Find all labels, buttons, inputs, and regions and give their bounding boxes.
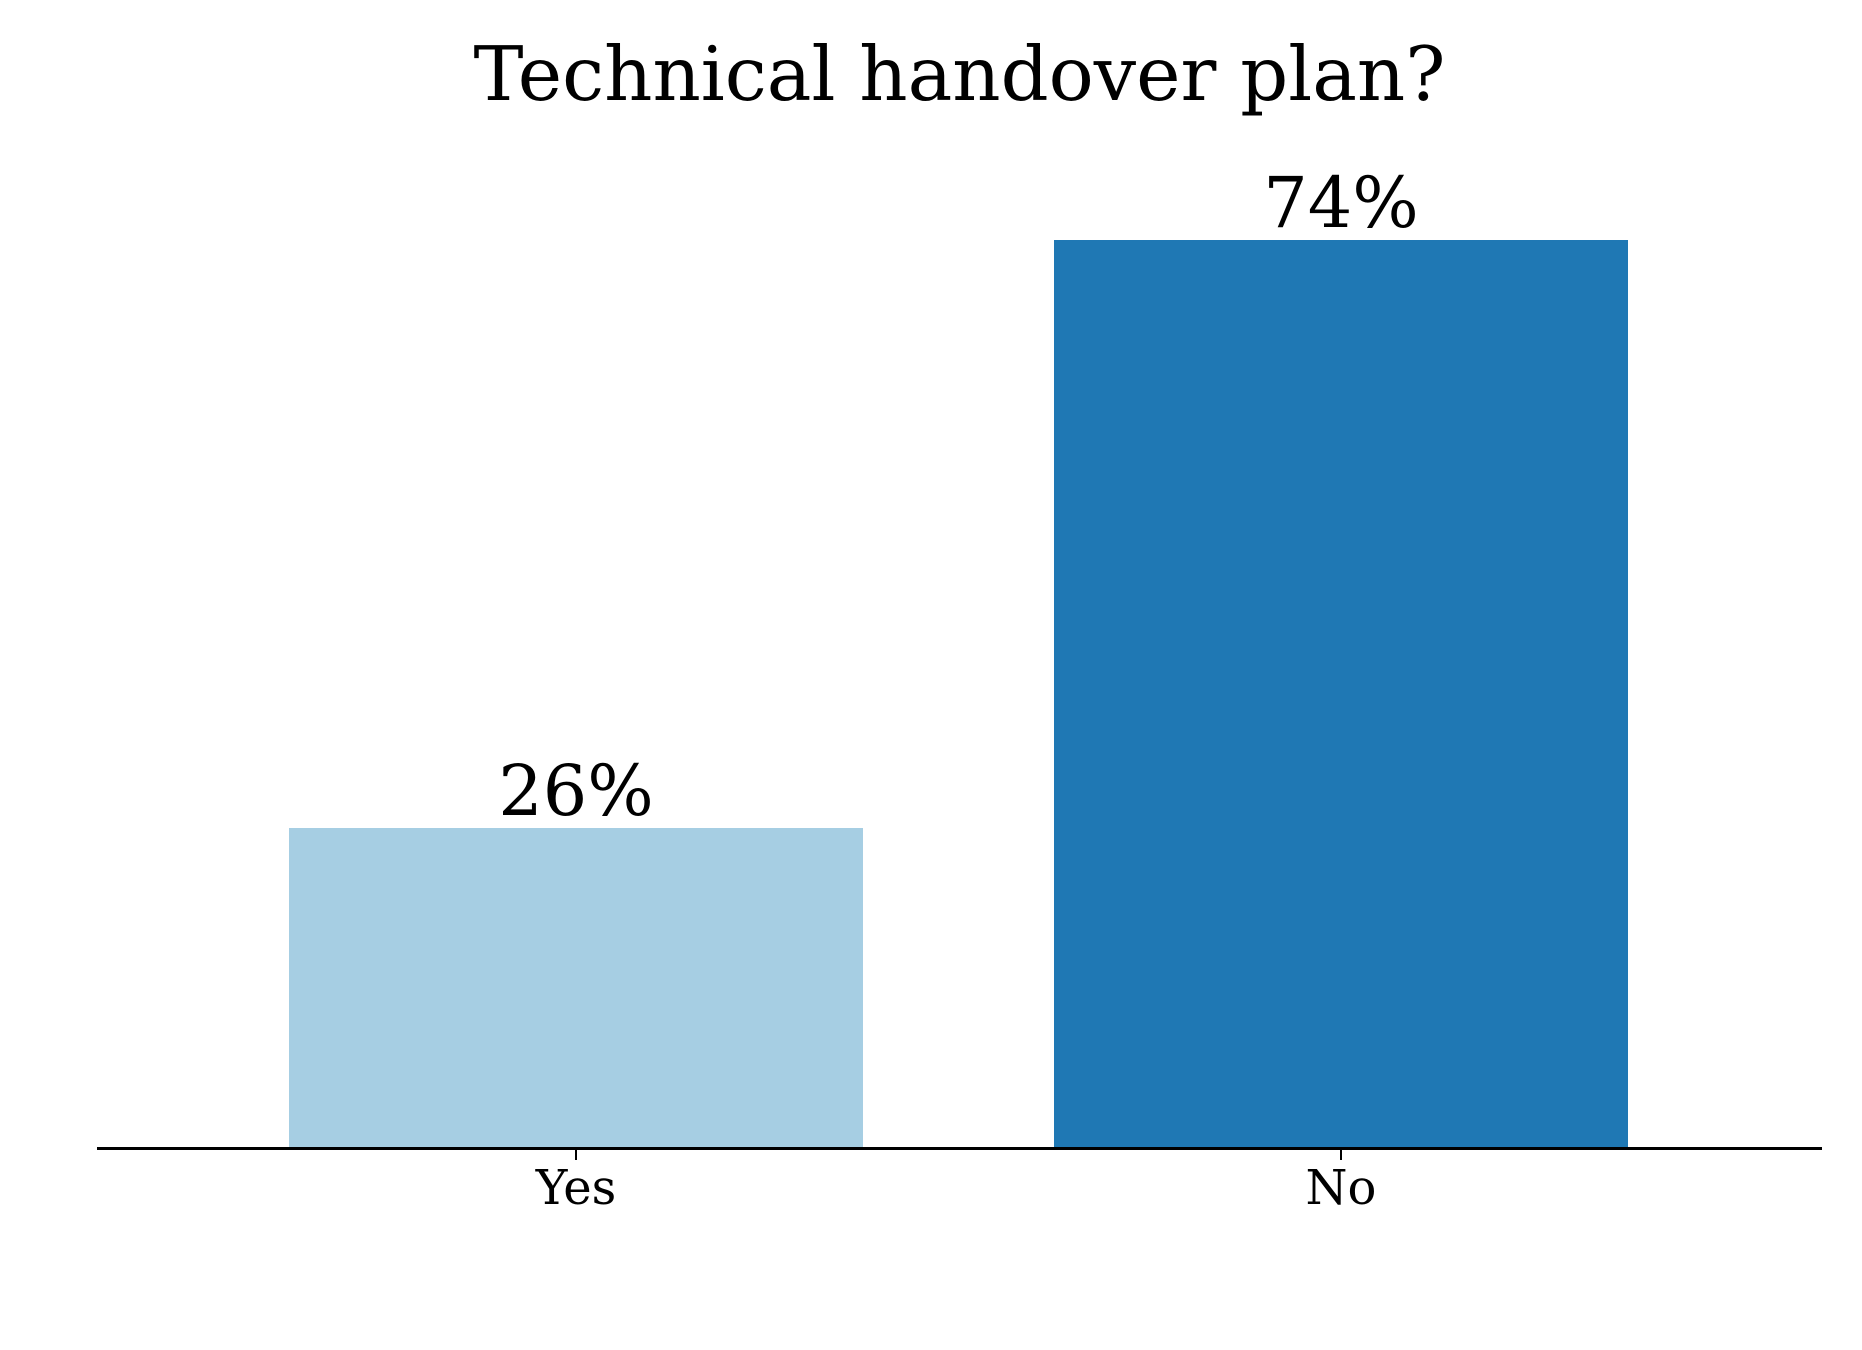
bar-yes [289, 828, 863, 1147]
plot-area: 26% 74% Yes No [97, 0, 1822, 1350]
value-label-yes: 26% [498, 750, 654, 832]
x-tick-yes [575, 1150, 577, 1160]
bar-no [1054, 240, 1628, 1147]
chart-title: Technical handover plan? [473, 30, 1446, 118]
x-tick-label-yes: Yes [535, 1160, 617, 1216]
x-tick-no [1340, 1150, 1342, 1160]
x-axis-line [97, 1147, 1822, 1150]
value-label-no: 74% [1263, 162, 1419, 244]
x-tick-label-no: No [1305, 1160, 1377, 1216]
